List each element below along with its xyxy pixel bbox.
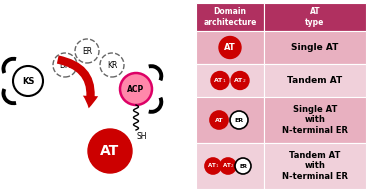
- Text: SH: SH: [137, 132, 147, 141]
- Circle shape: [211, 71, 229, 90]
- Circle shape: [75, 39, 99, 63]
- Circle shape: [13, 66, 43, 96]
- Text: AT$_1$: AT$_1$: [213, 76, 227, 85]
- Circle shape: [100, 53, 124, 77]
- FancyBboxPatch shape: [196, 97, 264, 143]
- FancyBboxPatch shape: [264, 97, 366, 143]
- Text: Tandem AT
with
N-terminal ER: Tandem AT with N-terminal ER: [282, 151, 348, 181]
- Text: Single AT
with
N-terminal ER: Single AT with N-terminal ER: [282, 105, 348, 135]
- Text: ER: ER: [82, 46, 92, 56]
- Text: ER: ER: [239, 163, 247, 169]
- FancyBboxPatch shape: [196, 3, 264, 31]
- Text: AT: AT: [215, 118, 223, 122]
- Text: AT: AT: [100, 144, 120, 158]
- FancyBboxPatch shape: [196, 143, 264, 189]
- Text: AT: AT: [224, 43, 236, 52]
- FancyBboxPatch shape: [264, 64, 366, 97]
- FancyArrowPatch shape: [57, 55, 98, 108]
- Circle shape: [120, 73, 152, 105]
- Circle shape: [210, 111, 228, 129]
- Text: Domain
architecture: Domain architecture: [203, 7, 257, 27]
- Text: AT$_2$: AT$_2$: [233, 76, 247, 85]
- FancyBboxPatch shape: [264, 143, 366, 189]
- Text: AT
type: AT type: [305, 7, 325, 27]
- Text: KS: KS: [22, 77, 34, 85]
- Text: AT$_2$: AT$_2$: [222, 162, 234, 170]
- FancyBboxPatch shape: [264, 31, 366, 64]
- Circle shape: [231, 71, 249, 90]
- Text: KR: KR: [107, 60, 117, 70]
- Text: AT$_1$: AT$_1$: [207, 162, 219, 170]
- Text: DH: DH: [59, 60, 71, 70]
- Text: Single AT: Single AT: [291, 43, 339, 52]
- Circle shape: [230, 111, 248, 129]
- Text: ER: ER: [234, 118, 244, 122]
- Circle shape: [53, 53, 77, 77]
- Circle shape: [235, 158, 251, 174]
- Circle shape: [88, 129, 132, 173]
- FancyBboxPatch shape: [196, 64, 264, 97]
- Text: Tandem AT: Tandem AT: [287, 76, 343, 85]
- Circle shape: [205, 158, 221, 174]
- Text: ACP: ACP: [127, 84, 145, 94]
- Circle shape: [220, 158, 236, 174]
- Circle shape: [219, 36, 241, 59]
- FancyBboxPatch shape: [264, 3, 366, 31]
- FancyBboxPatch shape: [196, 31, 264, 64]
